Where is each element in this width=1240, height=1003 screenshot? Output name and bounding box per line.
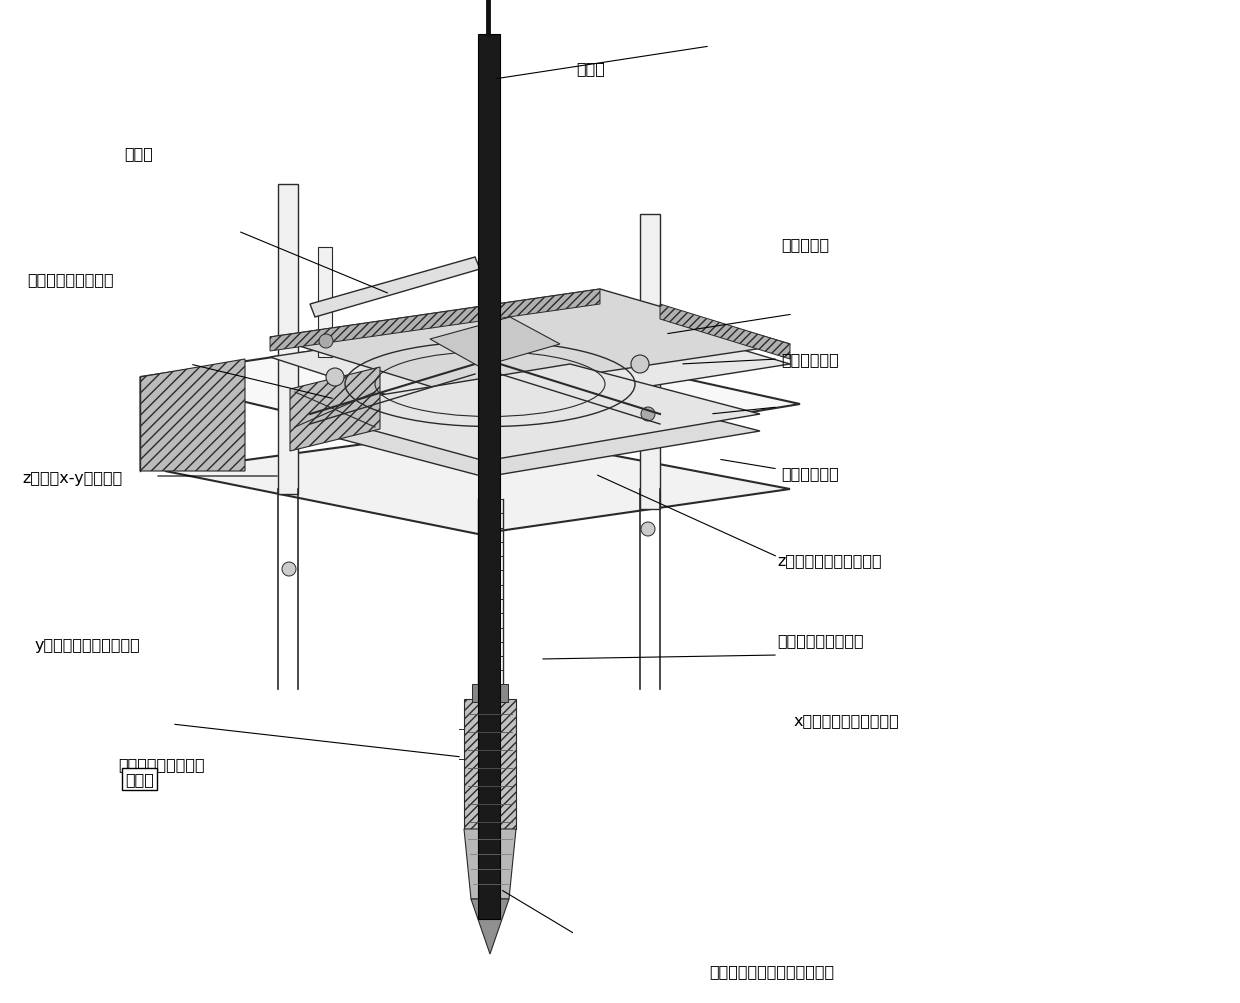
Polygon shape xyxy=(290,368,379,451)
Text: y方向步进电机运动机构: y方向步进电机运动机构 xyxy=(35,638,140,652)
Polygon shape xyxy=(430,318,560,368)
Bar xyxy=(472,684,508,702)
Polygon shape xyxy=(471,899,508,954)
Circle shape xyxy=(281,563,296,577)
Bar xyxy=(317,248,332,358)
Text: 漂移管: 漂移管 xyxy=(124,146,153,160)
Text: x方向步进电机运动结构: x方向步进电机运动结构 xyxy=(794,713,899,727)
Polygon shape xyxy=(270,308,790,417)
Text: 可移动密封定位圆盘: 可移动密封定位圆盘 xyxy=(777,633,864,647)
Text: 接小电流放大器数据处理系统: 接小电流放大器数据处理系统 xyxy=(709,964,835,978)
Polygon shape xyxy=(270,290,600,352)
Text: 高真空邻绪管: 高真空邻绪管 xyxy=(781,466,839,480)
Bar xyxy=(278,185,298,494)
Polygon shape xyxy=(310,258,480,318)
Polygon shape xyxy=(140,330,800,457)
Text: 基础平台支架: 基础平台支架 xyxy=(781,352,839,366)
Polygon shape xyxy=(295,382,760,477)
Text: 漂移管: 漂移管 xyxy=(125,771,154,786)
Polygon shape xyxy=(295,365,760,461)
Text: 苗叉式移动定位卡轨: 苗叉式移动定位卡轨 xyxy=(118,757,205,771)
Bar xyxy=(464,699,516,829)
Bar xyxy=(640,215,660,510)
Circle shape xyxy=(641,523,655,537)
Circle shape xyxy=(319,335,334,349)
Text: 带水冷针孔法拉第筒: 带水冷针孔法拉第筒 xyxy=(27,272,114,286)
Polygon shape xyxy=(270,290,790,394)
Circle shape xyxy=(326,369,343,386)
Polygon shape xyxy=(660,305,790,360)
Polygon shape xyxy=(165,429,790,535)
Text: 强流电子注: 强流电子注 xyxy=(781,238,830,252)
Text: z向平移x-y扫描平台: z向平移x-y扫描平台 xyxy=(22,471,123,485)
Polygon shape xyxy=(140,360,246,471)
Text: 电子枪: 电子枪 xyxy=(577,61,605,75)
Text: z方向步进电机运动机构: z方向步进电机运动机构 xyxy=(777,553,882,567)
Circle shape xyxy=(631,356,649,374)
Polygon shape xyxy=(464,829,516,899)
Bar xyxy=(477,35,500,919)
Circle shape xyxy=(641,407,655,421)
